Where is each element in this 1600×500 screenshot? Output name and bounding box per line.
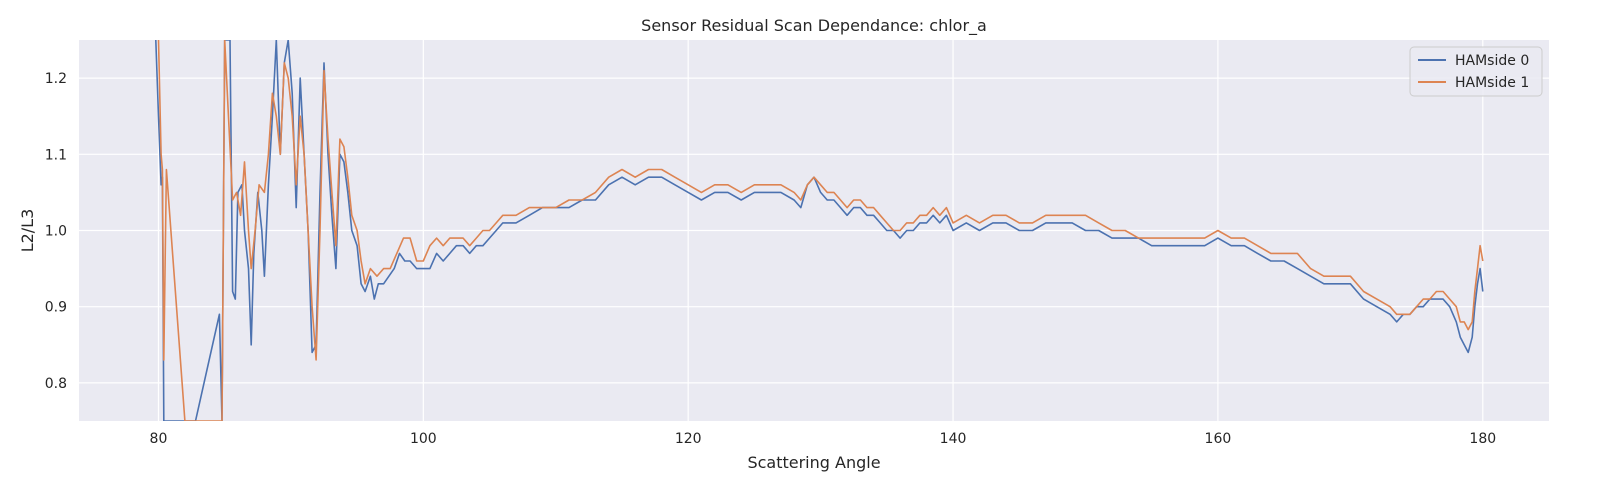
x-tick-label: 80: [150, 431, 168, 447]
series-lines: [155, 40, 1484, 421]
series-line-hamside-1: [157, 40, 1484, 421]
legend-label: HAMside 1: [1455, 75, 1529, 91]
y-tick-label: 0.9: [45, 300, 67, 316]
y-tick-label: 1.1: [45, 147, 67, 163]
x-tick-label: 100: [410, 431, 437, 447]
x-tick-labels: 80 100 120 140 160 180: [150, 431, 1497, 447]
legend: HAMside 0 HAMside 1: [1409, 46, 1543, 97]
legend-label: HAMside 0: [1455, 53, 1529, 69]
y-tick-labels: 0.8 0.9 1.0 1.1 1.2: [45, 71, 67, 392]
chart-title: Sensor Residual Scan Dependance: chlor_a: [641, 16, 987, 36]
x-tick-label: 140: [940, 431, 967, 447]
x-tick-label: 180: [1469, 431, 1496, 447]
y-tick-label: 1.0: [45, 224, 67, 240]
y-tick-label: 0.8: [45, 376, 67, 392]
x-axis-label: Scattering Angle: [747, 453, 880, 472]
y-tick-label: 1.2: [45, 71, 67, 87]
y-axis-label: L2/L3: [18, 209, 37, 253]
x-tick-label: 120: [675, 431, 702, 447]
x-tick-label: 160: [1205, 431, 1232, 447]
